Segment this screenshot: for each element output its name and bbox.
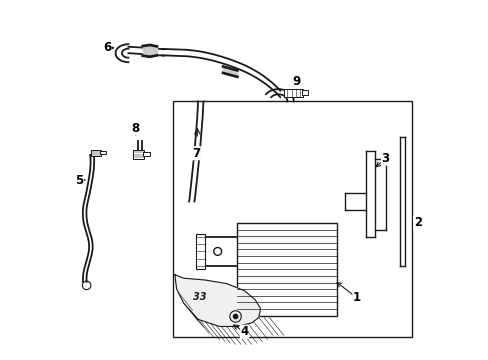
Text: 5: 5: [75, 174, 83, 186]
Bar: [143, 152, 149, 156]
Bar: [196, 234, 205, 269]
Bar: [173, 102, 411, 337]
Bar: [283, 89, 303, 97]
Text: 8: 8: [131, 122, 140, 135]
Text: 3: 3: [381, 152, 389, 165]
Text: 2: 2: [413, 216, 421, 229]
Text: 6: 6: [102, 41, 111, 54]
Bar: [90, 150, 101, 156]
Text: 1: 1: [352, 291, 360, 305]
Bar: [100, 151, 105, 154]
Bar: [301, 90, 307, 95]
Text: 33: 33: [193, 292, 206, 302]
Polygon shape: [175, 275, 260, 327]
Text: 4: 4: [240, 325, 248, 338]
Text: 9: 9: [291, 75, 300, 88]
Text: 7: 7: [192, 147, 200, 160]
Bar: [132, 150, 144, 158]
Ellipse shape: [213, 248, 221, 255]
Circle shape: [233, 314, 237, 319]
Bar: [237, 223, 337, 316]
